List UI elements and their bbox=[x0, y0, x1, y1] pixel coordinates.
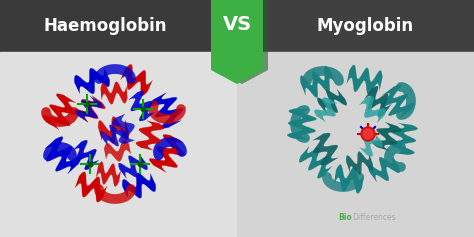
Bar bbox=[237, 0, 474, 52]
Polygon shape bbox=[112, 114, 135, 144]
Polygon shape bbox=[389, 123, 418, 155]
Bar bbox=[0, 52, 237, 237]
Polygon shape bbox=[100, 82, 128, 104]
Polygon shape bbox=[98, 117, 129, 143]
Polygon shape bbox=[45, 137, 81, 174]
Polygon shape bbox=[74, 68, 109, 94]
Bar bbox=[0, 0, 237, 52]
Polygon shape bbox=[118, 155, 147, 178]
Polygon shape bbox=[334, 165, 364, 193]
Polygon shape bbox=[216, 0, 268, 84]
Polygon shape bbox=[287, 109, 316, 139]
Polygon shape bbox=[75, 172, 107, 202]
Polygon shape bbox=[129, 91, 154, 121]
Polygon shape bbox=[382, 85, 415, 118]
Polygon shape bbox=[301, 66, 336, 97]
Polygon shape bbox=[149, 93, 183, 128]
Text: Haemoglobin: Haemoglobin bbox=[43, 17, 167, 35]
Polygon shape bbox=[313, 133, 338, 165]
Polygon shape bbox=[346, 65, 383, 95]
Text: Bio: Bio bbox=[338, 213, 352, 222]
Polygon shape bbox=[136, 121, 164, 150]
Polygon shape bbox=[314, 98, 337, 122]
Polygon shape bbox=[346, 152, 373, 174]
Polygon shape bbox=[73, 140, 99, 170]
Polygon shape bbox=[360, 133, 383, 156]
Polygon shape bbox=[104, 140, 131, 161]
Polygon shape bbox=[120, 64, 153, 96]
Polygon shape bbox=[373, 122, 401, 151]
Polygon shape bbox=[359, 96, 385, 123]
Polygon shape bbox=[75, 96, 105, 123]
Circle shape bbox=[361, 127, 375, 141]
Polygon shape bbox=[365, 86, 392, 117]
Polygon shape bbox=[122, 173, 155, 198]
Polygon shape bbox=[75, 96, 103, 122]
Polygon shape bbox=[211, 0, 263, 84]
Circle shape bbox=[363, 129, 373, 139]
Polygon shape bbox=[100, 124, 128, 146]
Bar bbox=[237, 52, 474, 237]
Text: Differences: Differences bbox=[352, 213, 396, 222]
Polygon shape bbox=[43, 94, 77, 130]
Polygon shape bbox=[96, 162, 121, 186]
Polygon shape bbox=[149, 135, 184, 173]
Polygon shape bbox=[299, 146, 332, 178]
Polygon shape bbox=[368, 156, 400, 182]
Text: VS: VS bbox=[222, 14, 252, 33]
Polygon shape bbox=[317, 89, 346, 114]
Text: Myoglobin: Myoglobin bbox=[317, 17, 413, 35]
